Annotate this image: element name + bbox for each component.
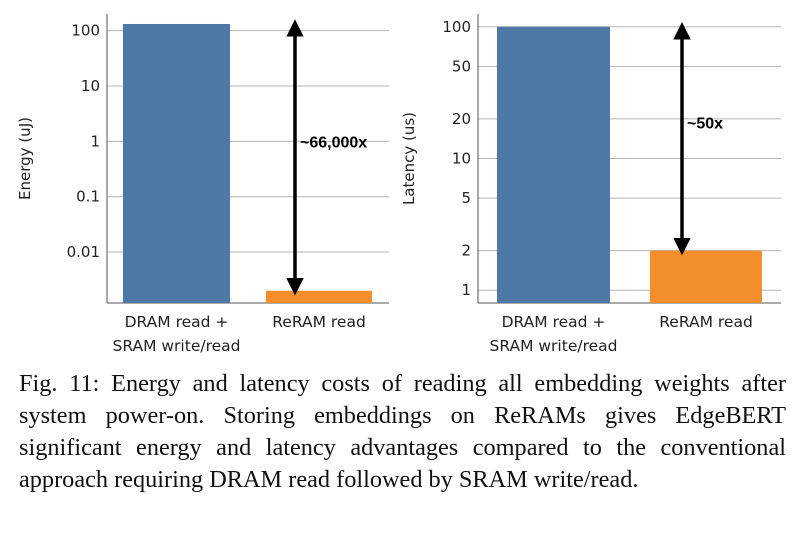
y-tick-label: 1: [90, 132, 100, 150]
ratio-annotation: ~66,000x: [300, 134, 367, 151]
y-tick-label: 1: [461, 281, 471, 299]
y-tick-label: 50: [452, 57, 471, 75]
bar-reram: [266, 290, 372, 303]
x-category-label: DRAM read +: [502, 313, 606, 331]
energy-chart: 0.01 0.1 1 10 100 Energy (uJ) DRAM read + SRAM …: [16, 14, 389, 355]
y-tick-label: 10: [81, 77, 100, 95]
y-tick-label: 0.1: [76, 188, 100, 206]
y-axis-label: Energy (uJ): [16, 117, 34, 200]
x-category-label: DRAM read +: [125, 313, 229, 331]
bar-dram-sram: [497, 26, 610, 303]
y-tick-label: 100: [71, 22, 100, 40]
y-tick-label: 20: [452, 110, 471, 128]
latency-chart: 1 2 5 10 20 50 100 Latency (us) DRAM read + SRAM …: [400, 14, 781, 355]
y-tick-label: 100: [442, 18, 471, 36]
y-axis-label: Latency (us): [400, 112, 418, 205]
y-tick-label: 5: [461, 189, 471, 207]
bar-reram: [650, 250, 762, 303]
bar-dram-sram: [123, 23, 230, 303]
figure-caption: Fig. 11: Energy and latency costs of rea…: [19, 370, 786, 493]
y-tick-label: 2: [461, 242, 471, 260]
y-tick-label: 0.01: [67, 243, 100, 261]
x-category-label: SRAM write/read: [490, 337, 618, 355]
y-tick-label: 10: [452, 150, 471, 168]
x-category-label: ReRAM read: [272, 313, 366, 331]
charts-area: 0.01 0.1 1 10 100 Energy (uJ) DRAM read + SRAM …: [16, 14, 781, 355]
ratio-annotation: ~50x: [687, 116, 723, 133]
x-category-label: ReRAM read: [659, 313, 753, 331]
x-category-label: SRAM write/read: [113, 337, 241, 355]
